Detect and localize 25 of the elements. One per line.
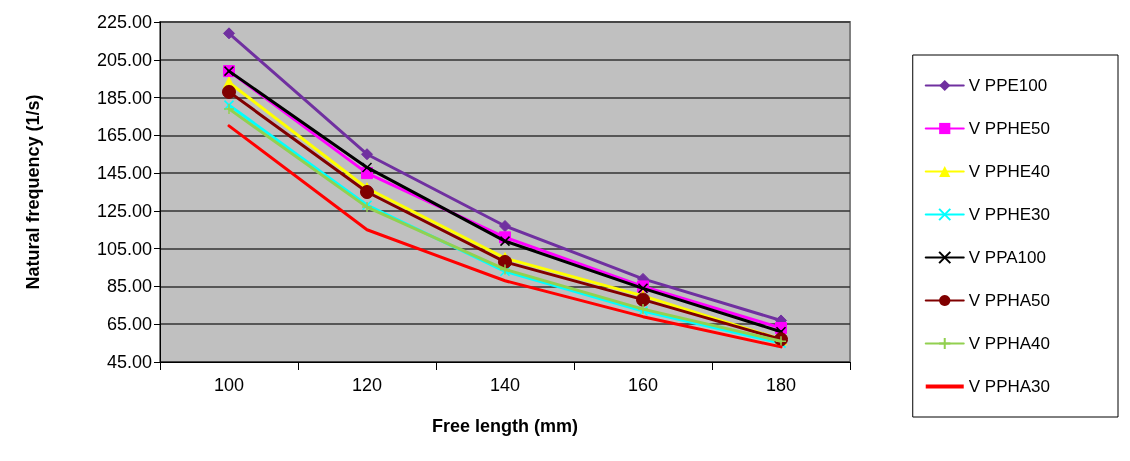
x-tick-label: 100 <box>213 375 245 395</box>
y-tick-label: 185.00 <box>96 87 152 108</box>
y-tick-label: 105.00 <box>96 238 152 259</box>
y-axis-title: Natural frequency (1/s) <box>23 94 43 290</box>
legend-label: V PPHE30 <box>968 205 1050 224</box>
y-tick-label: 85.00 <box>106 276 152 297</box>
x-tick-label: 180 <box>765 375 797 395</box>
legend-label: V PPA100 <box>968 248 1046 267</box>
y-tick-label: 125.00 <box>96 200 152 221</box>
legend-label: V PPHA50 <box>968 291 1050 310</box>
legend-label: V PPE100 <box>968 76 1048 95</box>
x-axis-title: Free length (mm) <box>431 416 579 436</box>
y-tick-label: 205.00 <box>96 49 152 70</box>
y-tick-label: 225.00 <box>96 12 152 32</box>
y-tick-label: 145.00 <box>96 163 152 184</box>
y-tick-label: 65.00 <box>106 314 152 335</box>
y-tick-label: 165.00 <box>96 125 152 146</box>
x-tick-label: 120 <box>351 375 383 395</box>
x-tick-label: 140 <box>489 375 521 395</box>
y-tick-label: 45.00 <box>106 352 152 372</box>
x-tick-label: 160 <box>627 375 659 395</box>
legend-label: V PPHE40 <box>968 162 1050 181</box>
legend-label: V PPHA40 <box>968 334 1050 353</box>
legend-label: V PPHA30 <box>968 377 1050 396</box>
legend-label: V PPHE50 <box>968 119 1050 138</box>
